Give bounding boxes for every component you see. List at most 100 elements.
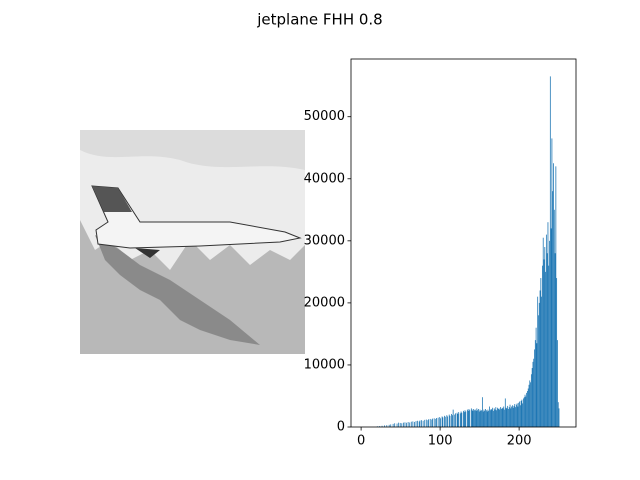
bar (532, 361, 534, 427)
bar (452, 409, 454, 427)
bar (542, 237, 544, 427)
bar (474, 409, 476, 427)
bar (402, 422, 404, 427)
bar (551, 138, 553, 427)
bar (485, 410, 487, 427)
bar (533, 358, 535, 427)
bar (465, 411, 467, 427)
bar (460, 411, 462, 427)
bar (478, 409, 479, 427)
bar (432, 418, 434, 427)
bar (536, 343, 538, 427)
image-jet-tail (92, 186, 132, 212)
bar (482, 411, 484, 427)
image-mountain-shadow (95, 235, 260, 345)
bar (557, 340, 558, 427)
bar (497, 409, 499, 427)
bar (504, 398, 506, 427)
bar (455, 413, 456, 427)
bar (531, 368, 533, 427)
y-tick-label: 40000 (304, 171, 345, 186)
bar (464, 410, 466, 427)
bar (467, 410, 469, 427)
bar (410, 421, 412, 427)
bar (501, 407, 503, 427)
bar (527, 388, 529, 427)
bar (504, 409, 505, 427)
bar (525, 396, 527, 427)
bar (523, 397, 525, 427)
bar (394, 423, 396, 427)
bar (494, 409, 496, 427)
bar (478, 411, 480, 427)
bar (448, 414, 450, 427)
bar (503, 406, 505, 427)
bar (507, 405, 509, 427)
bar (477, 410, 479, 427)
bar (528, 384, 530, 427)
bar (519, 405, 521, 427)
bar (485, 409, 486, 427)
bar (553, 163, 554, 427)
bar (487, 409, 489, 427)
y-tick-label: 10000 (304, 357, 345, 372)
bar (475, 410, 477, 427)
bar (511, 406, 513, 427)
bar (422, 420, 424, 427)
bar (508, 409, 509, 427)
bar (500, 407, 501, 427)
bar (399, 422, 401, 427)
bar (419, 420, 421, 427)
bar (556, 278, 558, 427)
x-tick-label: 200 (507, 434, 532, 449)
bar (515, 404, 517, 427)
bar (390, 424, 392, 427)
bar (530, 382, 531, 427)
bar (458, 412, 460, 427)
bar (429, 418, 431, 427)
bar (466, 409, 468, 427)
bar (440, 418, 441, 427)
bar (489, 406, 490, 427)
bar (463, 412, 465, 427)
bar (555, 166, 557, 427)
bar (488, 410, 490, 427)
bar (493, 408, 495, 427)
bar (545, 234, 547, 427)
bar (554, 253, 556, 427)
bar (398, 422, 400, 427)
bar (512, 407, 514, 427)
bar (486, 411, 488, 427)
bar (386, 425, 388, 427)
bar (524, 394, 526, 427)
bar (427, 420, 429, 427)
bar (550, 228, 552, 427)
bar (505, 407, 507, 427)
bar (418, 421, 420, 427)
bar (492, 407, 494, 427)
bar (526, 392, 528, 427)
bar (509, 404, 511, 427)
histogram-panel: 0 10000 20000 30000 40000 50000 0 100 200 (304, 58, 577, 449)
axes-frame (350, 58, 577, 428)
bar (527, 391, 528, 427)
bar (491, 409, 493, 427)
image-jet-wing (135, 248, 160, 258)
bar (446, 415, 448, 427)
bar (439, 417, 441, 427)
bar (409, 422, 411, 427)
image-jet (91, 185, 302, 249)
bar (484, 410, 486, 427)
bar (530, 374, 532, 427)
bar (515, 407, 516, 427)
bar (437, 417, 439, 427)
bar (495, 407, 497, 427)
y-tick-label: 0 (337, 420, 345, 435)
bar (506, 408, 508, 427)
bar (553, 209, 555, 427)
bar (481, 397, 483, 427)
bar (479, 409, 481, 427)
bar (392, 423, 394, 427)
bar (379, 426, 381, 427)
